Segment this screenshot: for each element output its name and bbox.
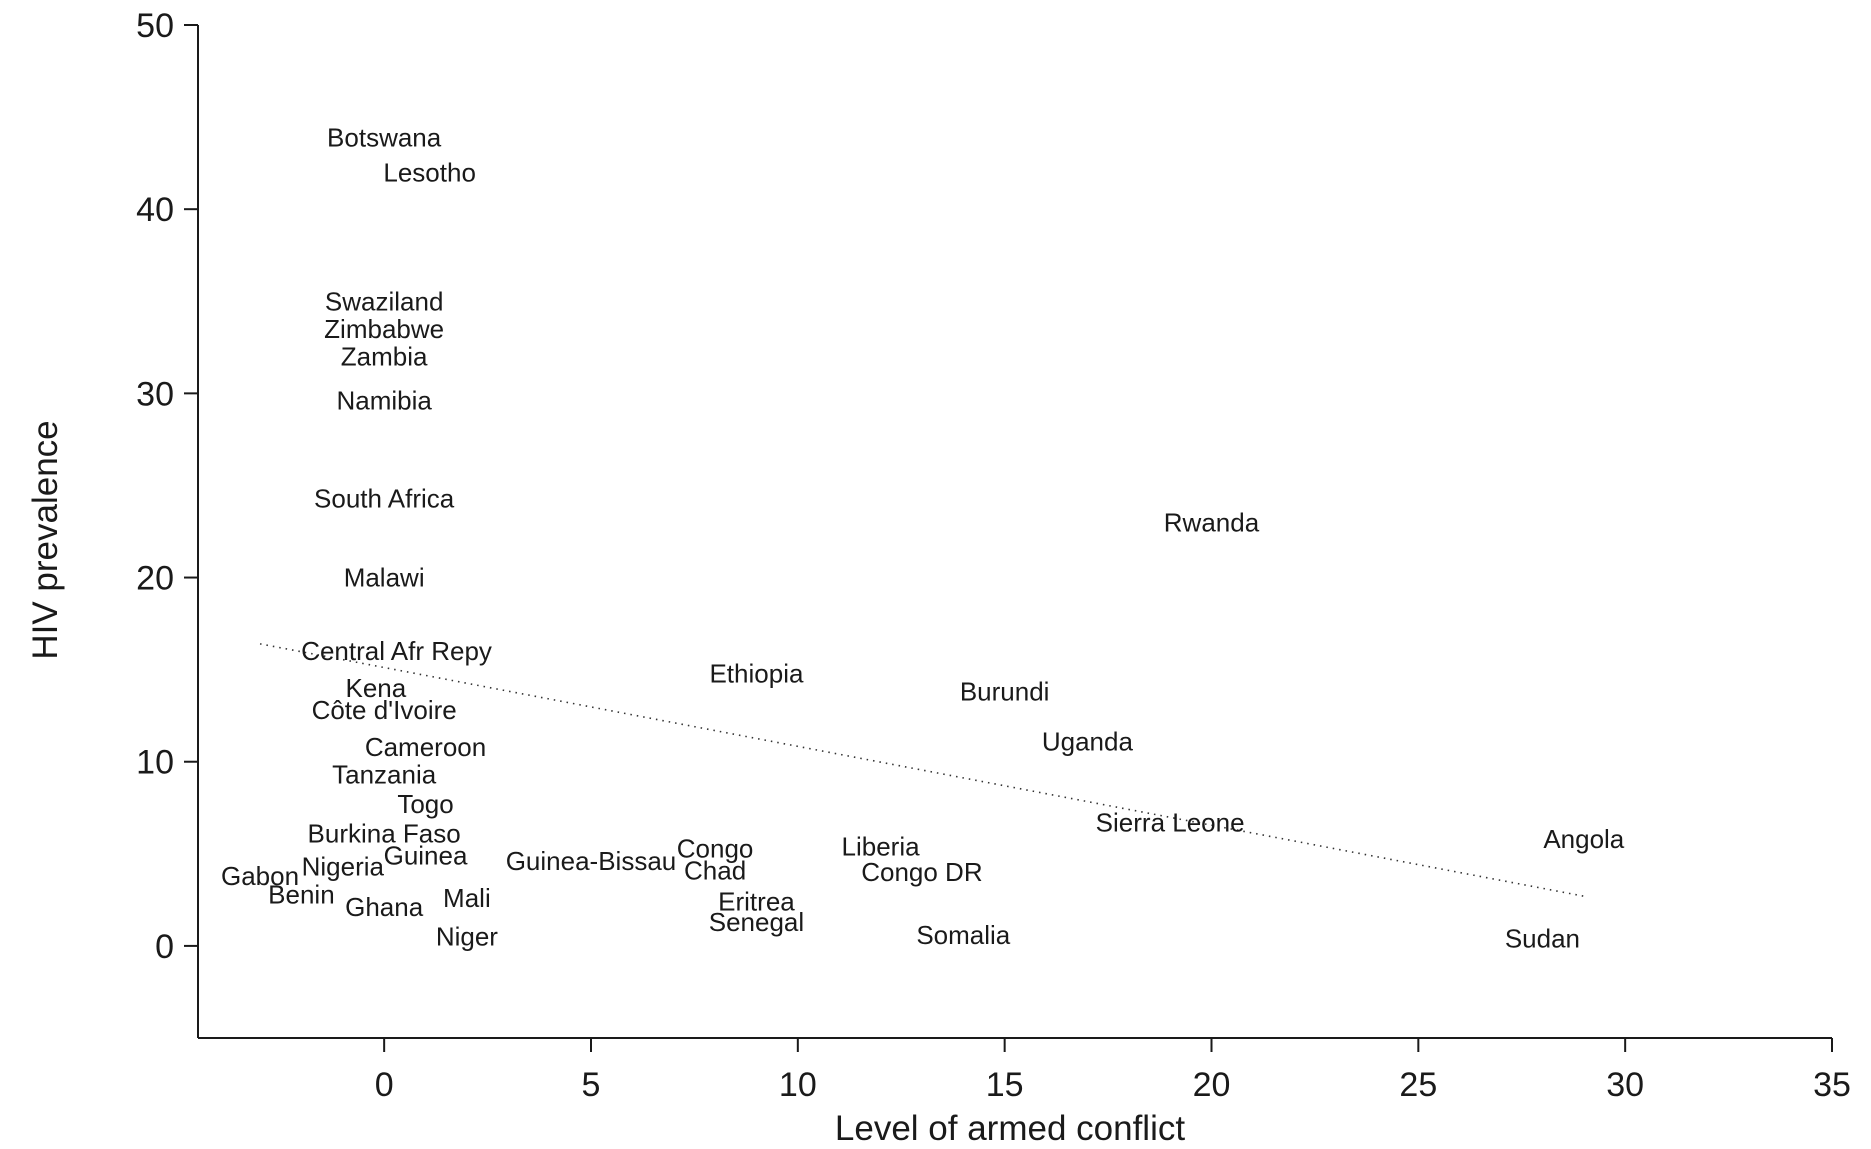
x-axis-ticks: 0 5 10 15 20 25 30 35: [375, 1038, 1851, 1104]
y-tick-label: 20: [136, 560, 174, 598]
point-label: Senegal: [709, 907, 804, 937]
y-tick-label: 30: [136, 375, 174, 413]
point-label: Zimbabwe: [324, 314, 444, 344]
y-axis-title: HIV prevalence: [26, 420, 65, 659]
point-label: Ethiopia: [709, 658, 803, 688]
x-tick-label: 0: [375, 1066, 394, 1104]
x-tick-label: 20: [1193, 1066, 1231, 1104]
y-tick-label: 50: [136, 7, 174, 45]
x-tick-label: 15: [986, 1066, 1024, 1104]
point-label: Sierra Leone: [1096, 808, 1245, 838]
point-label: Niger: [436, 922, 498, 952]
point-label: Zambia: [341, 342, 428, 372]
y-tick-label: 40: [136, 191, 174, 229]
point-label: Liberia: [842, 831, 921, 861]
point-label: South Africa: [314, 483, 455, 513]
y-axis-ticks: 0 10 20 30 40 50: [136, 7, 198, 966]
point-label: Congo: [677, 833, 754, 863]
point-label: Gabon: [221, 861, 299, 891]
point-label: Benin: [268, 879, 335, 909]
y-tick-label: 0: [155, 928, 174, 966]
point-label: Nigeria: [302, 852, 385, 882]
point-label: Burundi: [960, 677, 1050, 707]
point-label: Malawi: [344, 563, 425, 593]
y-tick-label: 10: [136, 744, 174, 782]
point-label: Eritrea: [718, 887, 795, 917]
point-label: Rwanda: [1164, 507, 1260, 537]
point-label: Somalia: [916, 920, 1010, 950]
x-tick-label: 30: [1606, 1066, 1644, 1104]
point-label: Mali: [443, 883, 491, 913]
point-label: Togo: [397, 789, 453, 819]
point-label: Ghana: [345, 892, 424, 922]
x-tick-label: 10: [779, 1066, 817, 1104]
point-label: Tanzania: [332, 760, 437, 790]
point-label: Namibia: [336, 386, 432, 416]
x-axis-title: Level of armed conflict: [835, 1109, 1185, 1148]
point-label: Uganda: [1042, 726, 1134, 756]
x-tick-label: 35: [1813, 1066, 1851, 1104]
point-label: Botswana: [327, 122, 442, 152]
point-label: Central Afr Repy: [301, 636, 492, 666]
point-label: Côte d'Ivoire: [312, 695, 457, 725]
point-label: Swaziland: [325, 286, 444, 316]
point-label: Chad: [684, 855, 746, 885]
point-label: Kena: [346, 673, 407, 703]
point-label: Guinea-Bissau: [506, 846, 677, 876]
point-label: Burkina Faso: [308, 819, 461, 849]
point-label: Lesotho: [383, 157, 476, 187]
point-label: Sudan: [1505, 924, 1580, 954]
point-label: Guinea: [384, 841, 468, 871]
point-label: Angola: [1543, 824, 1624, 854]
point-label: Congo DR: [861, 857, 982, 887]
point-label: Cameroon: [365, 732, 486, 762]
x-tick-label: 5: [582, 1066, 601, 1104]
x-tick-label: 25: [1399, 1066, 1437, 1104]
